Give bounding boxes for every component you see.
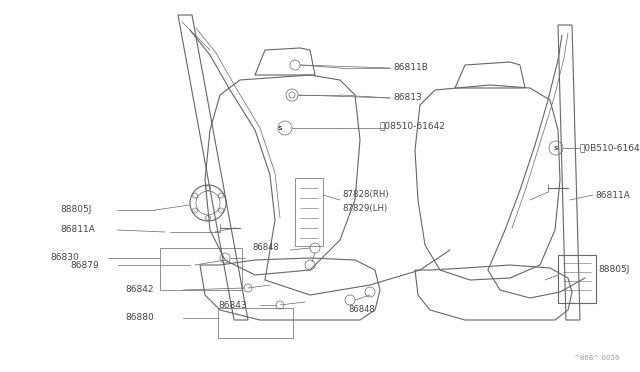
Bar [218,308,293,338]
Text: 86879: 86879 [70,260,99,269]
Text: 86811B: 86811B [393,64,428,73]
Text: Ⓢ08510-61642: Ⓢ08510-61642 [380,122,446,131]
Text: 86811A: 86811A [60,225,95,234]
Bar [558,255,596,303]
Text: 86848: 86848 [252,244,279,253]
Text: 88805J: 88805J [598,266,629,275]
Text: S: S [554,145,558,151]
Text: Ⓢ0B510-61642: Ⓢ0B510-61642 [580,144,640,153]
Text: 87828(RH): 87828(RH) [342,190,388,199]
Text: 86842: 86842 [125,285,154,295]
Text: 86813: 86813 [393,93,422,103]
Text: 86830: 86830 [50,253,79,263]
Text: 87829(LH): 87829(LH) [342,203,387,212]
Text: 86811A: 86811A [595,190,630,199]
Text: ^868^ 0036: ^868^ 0036 [575,355,620,361]
Text: 86843: 86843 [218,301,246,310]
Bar [160,248,242,290]
Bar [295,178,323,246]
Text: 86880: 86880 [125,314,154,323]
Text: 86848: 86848 [348,305,375,314]
Text: S: S [278,125,282,131]
Text: 88805J: 88805J [60,205,92,215]
